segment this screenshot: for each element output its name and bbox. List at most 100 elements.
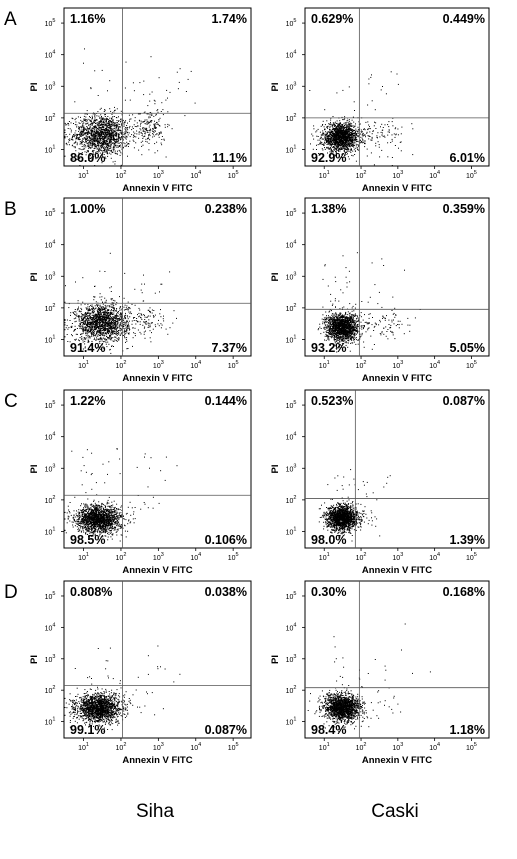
event-dot: [113, 127, 115, 129]
event-dot: [111, 317, 113, 319]
event-dot: [86, 152, 88, 154]
event-dot: [92, 330, 94, 332]
event-dot: [104, 320, 106, 322]
event-dot: [140, 131, 142, 133]
event-dot: [87, 145, 88, 147]
event-dot: [98, 133, 100, 134]
event-dot: [104, 316, 106, 318]
event-dot: [355, 128, 357, 130]
event-dot: [95, 152, 97, 154]
event-dot: [360, 136, 362, 138]
event-dot: [113, 144, 115, 146]
event-dot: [115, 310, 117, 312]
event-dot: [99, 309, 101, 311]
event-dot: [354, 131, 356, 133]
event-dot: [69, 140, 71, 141]
event-dot: [324, 124, 326, 126]
event-dot: [83, 128, 84, 130]
event-dot: [112, 313, 114, 315]
event-dot: [101, 337, 103, 339]
event-dot: [82, 332, 84, 334]
event-dot: [354, 110, 355, 111]
event-dot: [95, 308, 97, 310]
event-dot: [337, 143, 339, 145]
event-dot: [322, 132, 324, 134]
event-dot: [97, 309, 99, 310]
event-dot: [87, 138, 88, 140]
event-dot: [126, 340, 128, 342]
event-dot: [125, 120, 127, 122]
event-dot: [338, 130, 340, 132]
event-dot: [110, 134, 111, 136]
event-dot: [91, 305, 93, 307]
event-dot: [110, 327, 112, 329]
event-dot: [348, 125, 350, 127]
event-dot: [351, 133, 353, 135]
event-dot: [355, 139, 357, 141]
event-dot: [96, 321, 98, 322]
event-dot: [107, 316, 109, 318]
event-dot: [349, 124, 351, 126]
event-dot: [108, 132, 109, 134]
event-dot: [120, 313, 122, 315]
event-dot: [366, 131, 368, 133]
event-dot: [97, 312, 99, 314]
event-dot: [119, 325, 121, 327]
event-dot: [117, 331, 119, 333]
event-dot: [91, 334, 93, 336]
event-dot: [108, 328, 110, 330]
event-dot: [109, 108, 111, 110]
event-dot: [99, 147, 100, 149]
event-dot: [97, 136, 99, 138]
event-dot: [74, 124, 76, 126]
event-dot: [350, 133, 351, 135]
event-dot: [104, 109, 106, 110]
event-dot: [115, 324, 117, 326]
event-dot: [344, 137, 346, 139]
event-dot: [102, 334, 104, 336]
event-dot: [106, 307, 108, 309]
event-dot: [154, 143, 156, 145]
event-dot: [354, 132, 356, 134]
event-dot: [356, 140, 358, 142]
event-dot: [102, 301, 103, 303]
event-dot: [352, 136, 354, 138]
event-dot: [143, 112, 145, 114]
event-dot: [108, 135, 110, 137]
event-dot: [146, 131, 148, 133]
event-dot: [93, 323, 95, 325]
event-dot: [100, 331, 101, 333]
event-dot: [363, 128, 365, 130]
event-dot: [352, 138, 354, 140]
event-dot: [89, 141, 91, 143]
event-dot: [110, 124, 112, 126]
event-dot: [116, 309, 117, 311]
event-dot: [94, 115, 96, 117]
event-dot: [331, 151, 333, 153]
event-dot: [108, 330, 110, 332]
event-dot: [111, 150, 113, 152]
event-dot: [338, 145, 340, 146]
event-dot: [69, 128, 71, 130]
event-dot: [64, 319, 66, 321]
event-dot: [341, 139, 343, 141]
event-dot: [110, 144, 112, 146]
event-dot: [99, 157, 101, 159]
event-dot: [368, 78, 370, 80]
event-dot: [80, 304, 82, 306]
event-dot: [347, 148, 349, 150]
event-dot: [93, 138, 95, 139]
event-dot: [91, 135, 93, 137]
event-dot: [95, 321, 96, 323]
event-dot: [327, 136, 329, 138]
event-dot: [115, 130, 117, 132]
event-dot: [117, 327, 119, 329]
event-dot: [84, 48, 85, 50]
y-tick-label: 101: [286, 144, 297, 154]
event-dot: [98, 307, 100, 308]
event-dot: [336, 132, 338, 134]
event-dot: [345, 127, 347, 129]
event-dot: [107, 331, 109, 333]
event-dot: [98, 123, 100, 125]
